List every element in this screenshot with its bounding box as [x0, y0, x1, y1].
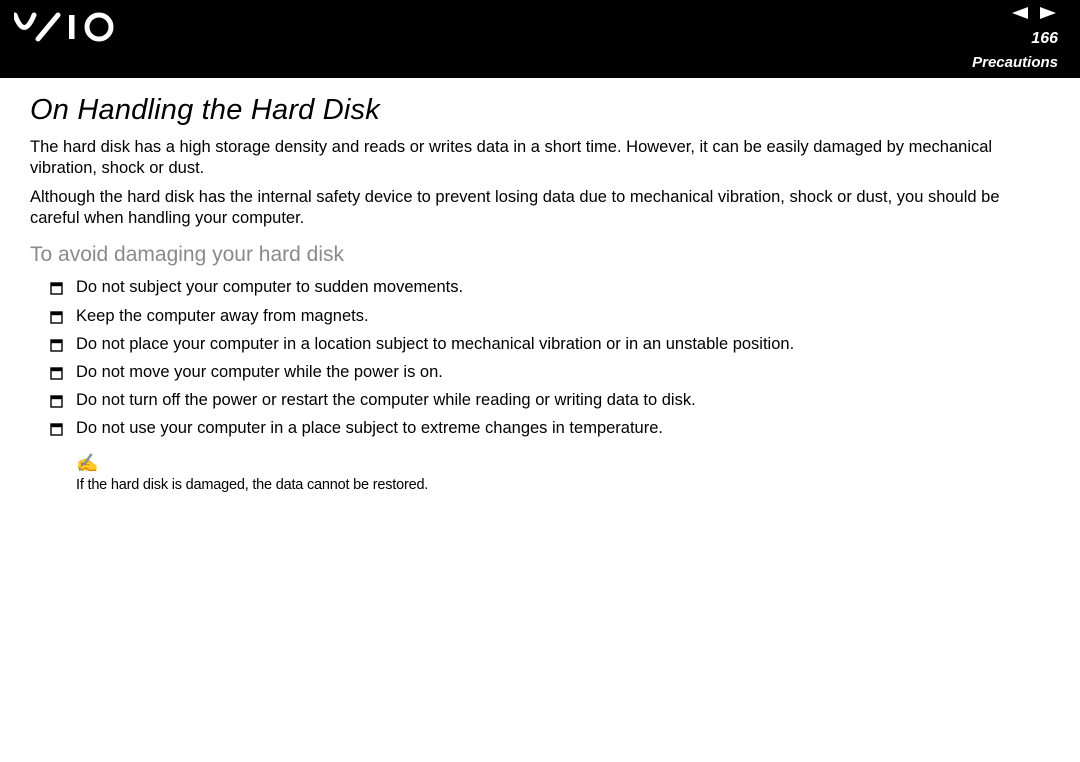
pencil-note-icon: ✍ [76, 453, 1050, 474]
bullet-list: Do not subject your computer to sudden m… [30, 277, 1050, 439]
checkbox-bullet-icon [50, 365, 63, 386]
page-content: On Handling the Hard Disk The hard disk … [0, 78, 1080, 494]
nav-arrows [972, 6, 1058, 24]
list-item: Do not use your computer in a place subj… [50, 418, 1050, 439]
bullet-text: Do not place your computer in a location… [76, 335, 794, 353]
note-text: If the hard disk is damaged, the data ca… [76, 477, 428, 493]
checkbox-bullet-icon [50, 421, 63, 442]
header-nav: 166 Precautions [972, 6, 1058, 71]
section-label: Precautions [972, 54, 1058, 71]
intro-paragraph-1: The hard disk has a high storage density… [30, 137, 1050, 179]
checkbox-bullet-icon [50, 393, 63, 414]
page-title: On Handling the Hard Disk [30, 94, 1050, 127]
list-item: Keep the computer away from magnets. [50, 306, 1050, 327]
intro-paragraph-2: Although the hard disk has the internal … [30, 187, 1050, 229]
checkbox-bullet-icon [50, 337, 63, 358]
next-page-arrow-icon[interactable] [1040, 6, 1056, 24]
bullet-text: Keep the computer away from magnets. [76, 307, 369, 325]
bullet-text: Do not subject your computer to sudden m… [76, 278, 463, 296]
checkbox-bullet-icon [50, 280, 63, 301]
subtitle: To avoid damaging your hard disk [30, 243, 1050, 267]
list-item: Do not turn off the power or restart the… [50, 390, 1050, 411]
bullet-text: Do not move your computer while the powe… [76, 363, 443, 381]
checkbox-bullet-icon [50, 309, 63, 330]
list-item: Do not subject your computer to sudden m… [50, 277, 1050, 298]
list-item: Do not place your computer in a location… [50, 334, 1050, 355]
header-bar: 166 Precautions [0, 0, 1080, 78]
note-block: ✍ If the hard disk is damaged, the data … [30, 453, 1050, 494]
vaio-logo [14, 12, 124, 47]
bullet-text: Do not turn off the power or restart the… [76, 391, 696, 409]
page-number: 166 [972, 30, 1058, 48]
bullet-text: Do not use your computer in a place subj… [76, 419, 663, 437]
list-item: Do not move your computer while the powe… [50, 362, 1050, 383]
prev-page-arrow-icon[interactable] [1012, 6, 1028, 24]
